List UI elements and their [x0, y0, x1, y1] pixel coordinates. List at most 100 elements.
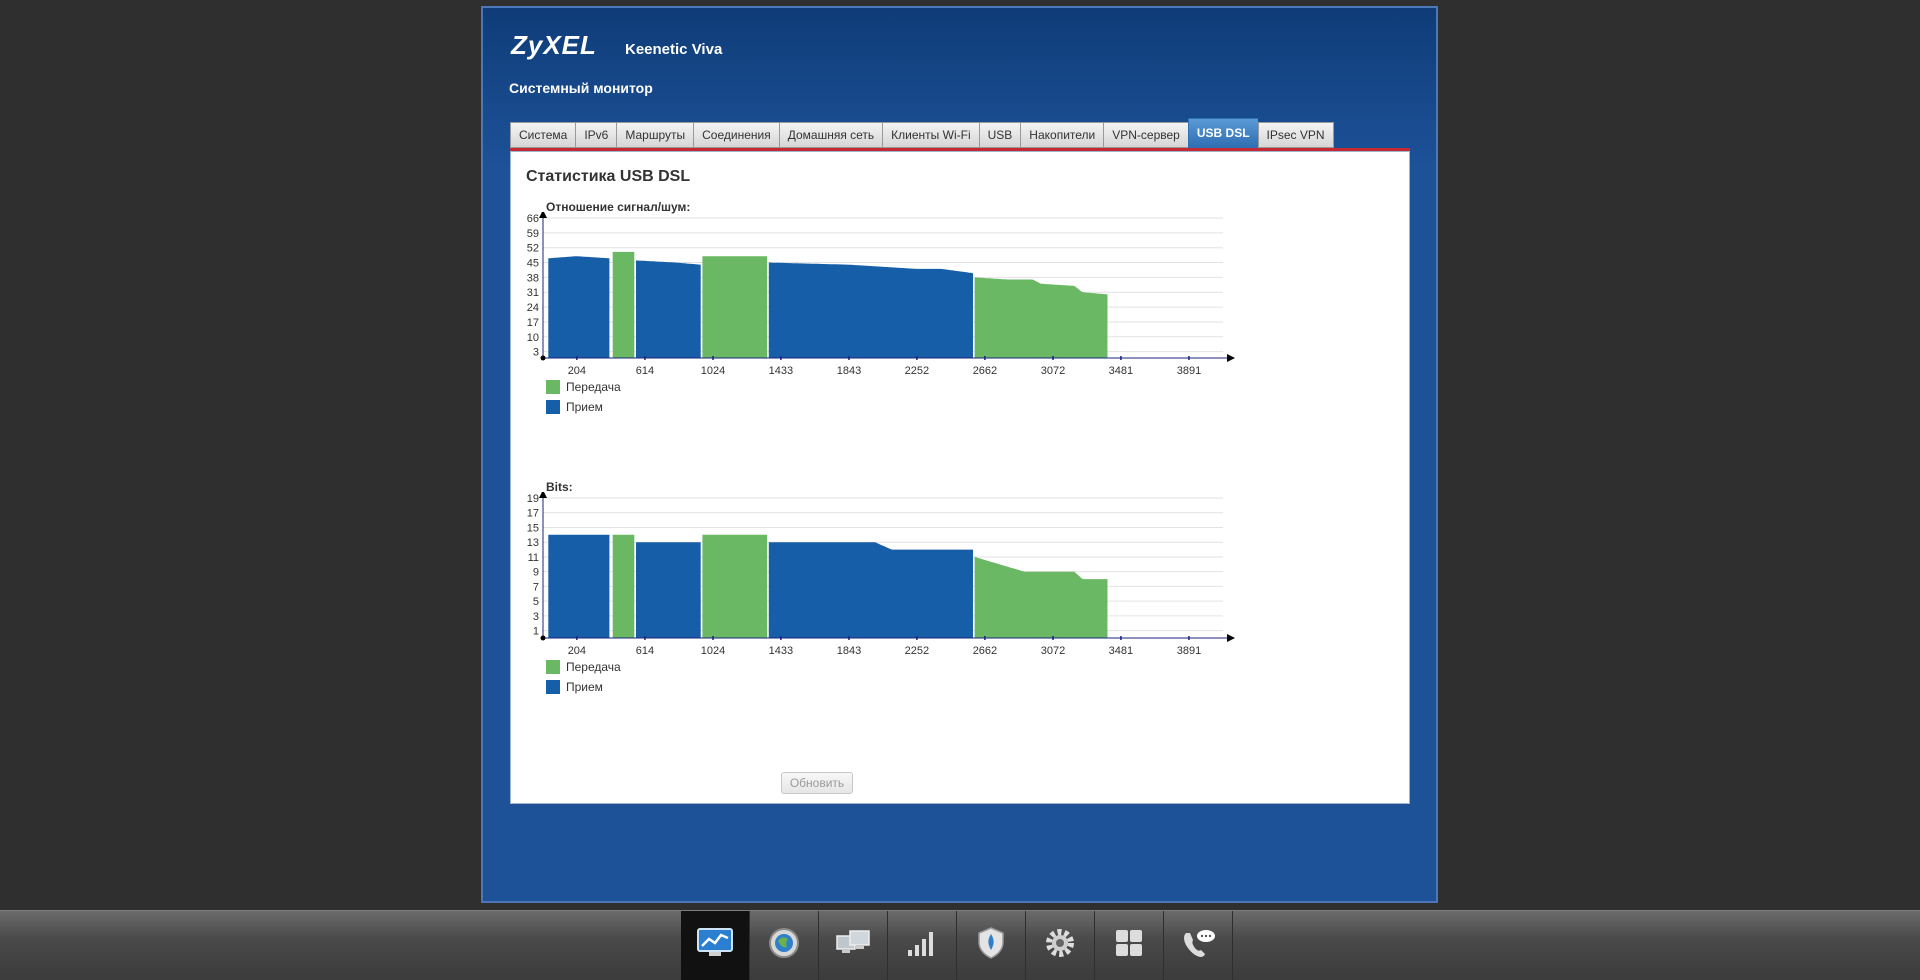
- x-tick-label: 1433: [769, 365, 793, 377]
- series-area-rx: [768, 542, 973, 638]
- y-tick-label: 13: [527, 537, 539, 549]
- security-shield-icon: [976, 926, 1006, 965]
- model-name: Keenetic Viva: [625, 41, 723, 58]
- tab-usb-dsl[interactable]: USB DSL: [1187, 118, 1258, 148]
- y-tick-label: 52: [527, 243, 539, 255]
- series-area-rx: [635, 542, 701, 638]
- series-area-rx: [768, 262, 973, 358]
- y-tick-label: 11: [528, 552, 539, 564]
- tab-bar: Система IPv6 Маршруты Соединения Домашняя се…: [510, 118, 1334, 148]
- tab-ipv6[interactable]: IPv6: [575, 122, 617, 148]
- taskbar-system-gear-button[interactable]: [1026, 911, 1095, 980]
- tab-соединения[interactable]: Соединения: [693, 122, 779, 148]
- legend-rx-label: Прием: [566, 400, 603, 414]
- snr-chart-title: Отношение сигнал/шум:: [546, 200, 691, 214]
- x-tick-label: 1024: [701, 365, 725, 377]
- series-area-rx: [548, 534, 610, 638]
- series-area-rx: [635, 260, 701, 358]
- y-axis-arrow: [539, 212, 547, 218]
- tab-система[interactable]: Система: [510, 122, 576, 148]
- x-tick-label: 1843: [837, 645, 861, 657]
- rx-swatch: [546, 400, 560, 414]
- legend-rx: Прием: [546, 677, 621, 697]
- series-area-rx: [548, 256, 610, 358]
- x-tick-label: 3072: [1041, 365, 1065, 377]
- snr-chart: 3 10 17 24 31 38 45 52 59 66 204 614 1024 1433 1843 225…: [527, 212, 1235, 377]
- y-tick-label: 66: [527, 213, 539, 225]
- x-axis-arrow: [1227, 354, 1235, 362]
- phone-support-icon: [1180, 927, 1216, 964]
- y-tick-label: 38: [527, 272, 539, 284]
- axis-origin: [540, 635, 546, 641]
- taskbar-monitor-chart-button[interactable]: [681, 911, 750, 980]
- legend-tx: Передача: [546, 377, 621, 397]
- home-network-icon: [835, 928, 871, 963]
- legend-tx: Передача: [546, 657, 621, 677]
- legend-rx: Прием: [546, 397, 621, 417]
- rx-swatch: [546, 680, 560, 694]
- x-tick-label: 614: [636, 365, 654, 377]
- y-tick-label: 15: [527, 522, 539, 534]
- taskbar-phone-support-button[interactable]: [1164, 911, 1233, 980]
- x-tick-label: 2662: [973, 645, 997, 657]
- legend-rx-label: Прием: [566, 680, 603, 694]
- axis-origin: [540, 355, 546, 361]
- refresh-button[interactable]: Обновить: [781, 772, 853, 794]
- bits-legend: Передача Прием: [546, 657, 621, 697]
- series-area-tx: [702, 534, 768, 638]
- zyxel-logo: ZyXEL: [511, 30, 597, 60]
- tab-underline: [510, 148, 1410, 151]
- tx-swatch: [546, 660, 560, 674]
- y-tick-label: 5: [533, 596, 539, 608]
- x-tick-label: 3891: [1177, 365, 1201, 377]
- panel-title: Статистика USB DSL: [526, 168, 691, 185]
- taskbar-home-network-button[interactable]: [819, 911, 888, 980]
- taskbar-security-shield-button[interactable]: [957, 911, 1026, 980]
- taskbar: [0, 910, 1920, 980]
- legend-tx-label: Передача: [566, 380, 621, 394]
- y-tick-label: 9: [533, 567, 539, 579]
- taskbar-internet-globe-button[interactable]: [750, 911, 819, 980]
- bits-chart-title: Bits:: [546, 480, 573, 494]
- y-tick-label: 45: [527, 258, 539, 270]
- tab-накопители[interactable]: Накопители: [1020, 122, 1104, 148]
- x-tick-label: 3481: [1109, 645, 1133, 657]
- tab-клиенты-wi-fi[interactable]: Клиенты Wi-Fi: [882, 122, 979, 148]
- y-tick-label: 3: [533, 611, 539, 623]
- series-area-tx: [612, 251, 635, 358]
- y-tick-label: 1: [533, 626, 539, 638]
- tab-vpn-сервер[interactable]: VPN-сервер: [1103, 122, 1188, 148]
- x-tick-label: 3891: [1177, 645, 1201, 657]
- tab-ipsec-vpn[interactable]: IPsec VPN: [1257, 122, 1334, 148]
- tab-маршруты[interactable]: Маршруты: [616, 122, 694, 148]
- y-tick-label: 31: [527, 287, 539, 299]
- app-frame: ZyXEL Keenetic Viva Системный монитор Си…: [481, 6, 1438, 903]
- x-tick-label: 3481: [1109, 365, 1133, 377]
- x-axis-arrow: [1227, 634, 1235, 642]
- y-axis-arrow: [539, 492, 547, 498]
- taskbar-wifi-signal-button[interactable]: [888, 911, 957, 980]
- tab-usb[interactable]: USB: [978, 122, 1021, 148]
- y-tick-label: 3: [533, 347, 539, 359]
- x-tick-label: 204: [568, 645, 586, 657]
- tab-домашняя-сеть[interactable]: Домашняя сеть: [778, 122, 883, 148]
- y-tick-label: 10: [527, 332, 539, 344]
- x-tick-label: 3072: [1041, 645, 1065, 657]
- y-tick-label: 24: [527, 302, 539, 314]
- x-tick-label: 614: [636, 645, 654, 657]
- system-gear-icon: [1044, 927, 1076, 964]
- series-area-tx: [974, 556, 1108, 638]
- x-tick-label: 1024: [701, 645, 725, 657]
- x-tick-label: 204: [568, 365, 586, 377]
- y-tick-label: 7: [533, 581, 539, 593]
- x-tick-label: 2252: [905, 645, 929, 657]
- internet-globe-icon: [768, 927, 800, 964]
- wifi-signal-icon: [906, 928, 938, 963]
- x-tick-label: 2662: [973, 365, 997, 377]
- taskbar-apps-grid-button[interactable]: [1095, 911, 1164, 980]
- tx-swatch: [546, 380, 560, 394]
- y-tick-label: 17: [527, 508, 539, 520]
- apps-grid-icon: [1114, 928, 1144, 963]
- monitor-chart-icon: [697, 928, 733, 963]
